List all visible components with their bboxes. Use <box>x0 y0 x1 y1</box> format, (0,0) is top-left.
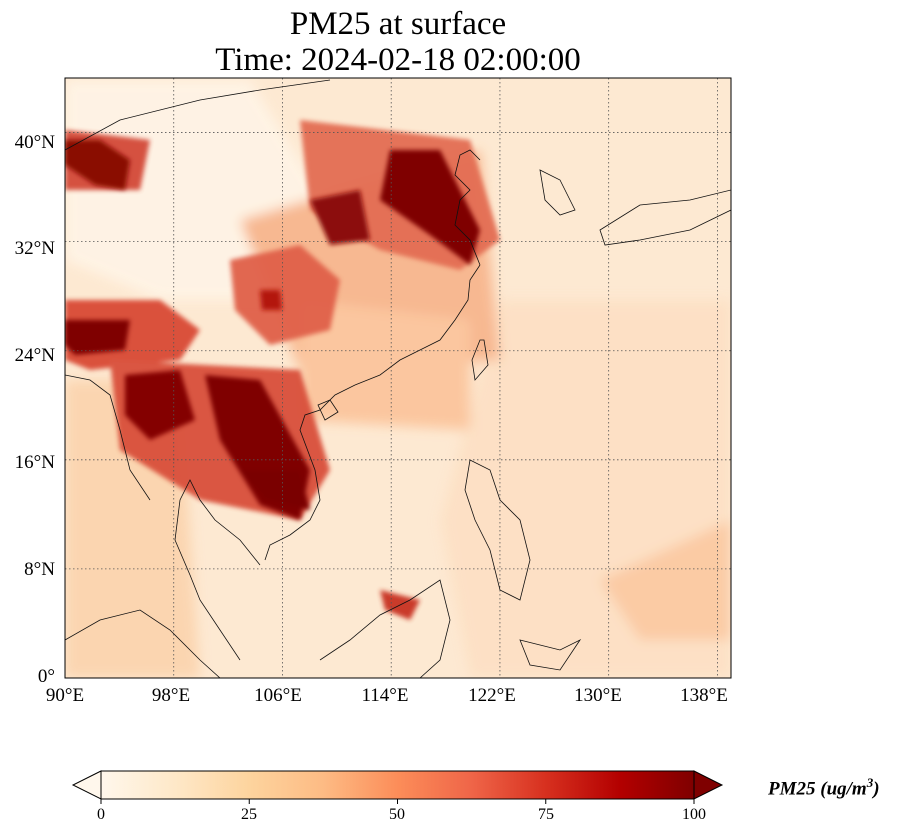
sulawesi <box>519 638 582 671</box>
lat-tick-label: 8°N <box>24 559 55 580</box>
lon-tick-label: 106°E <box>254 685 302 706</box>
colorbar-tick-label: 50 <box>389 806 405 823</box>
colorbar-label: PM25 (ug/m3) <box>768 775 880 800</box>
borneo <box>319 579 451 678</box>
taiwan <box>471 339 489 381</box>
coastal-haze <box>300 300 470 430</box>
gulf-of-thailand-coast <box>174 479 261 661</box>
north-border <box>65 79 331 151</box>
lat-tick-label: 16°N <box>14 452 55 473</box>
colorbar-tick-label: 100 <box>682 806 706 823</box>
colorbar <box>71 770 724 804</box>
gridlines <box>65 78 731 678</box>
concentration-field <box>65 78 731 678</box>
coastlines <box>65 79 731 678</box>
north-china-plain-hotspot <box>380 150 480 265</box>
lon-tick-label: 130°E <box>574 685 622 706</box>
lat-tick-label: 0° <box>37 666 55 687</box>
map-title: PM25 at surface <box>289 6 507 42</box>
sichuan-basin-medium <box>230 245 340 345</box>
tarim-hotspot <box>65 140 130 190</box>
map-timestamp: Time: 2024-02-18 02:00:00 <box>215 42 581 78</box>
myanmar-hotspot <box>125 370 195 440</box>
lon-tick-label: 122°E <box>468 685 516 706</box>
huabei-hotspot <box>310 190 370 245</box>
lon-tick-label: 114°E <box>361 685 409 706</box>
hainan <box>317 399 339 421</box>
shandong-coast <box>454 149 481 266</box>
sumatra <box>65 609 221 678</box>
philippines <box>464 459 531 601</box>
colorbar-gradient <box>101 771 694 799</box>
colorbar-tick-label: 25 <box>241 806 257 823</box>
lat-tick-label: 24°N <box>14 345 55 366</box>
japan <box>599 189 731 246</box>
lat-tick-label: 40°N <box>14 132 55 153</box>
bay-of-bengal-coast <box>65 374 151 501</box>
map-frame <box>64 77 732 679</box>
lat-tick-label: 32°N <box>14 238 55 259</box>
sichuan-spot <box>260 290 282 310</box>
colorbar-extend-max <box>693 770 724 800</box>
bangladesh-hotspot <box>65 320 130 355</box>
china-vietnam-coast <box>264 264 481 561</box>
pacific-plume <box>600 520 731 640</box>
colorbar-extend-min <box>71 770 102 800</box>
lon-tick-label: 98°E <box>151 685 191 706</box>
korea <box>539 169 576 216</box>
lon-tick-label: 138°E <box>680 685 728 706</box>
cambodia-hotspot <box>240 470 310 510</box>
colorbar-tick-label: 0 <box>97 806 105 823</box>
colorbar-tick-label: 75 <box>538 806 554 823</box>
lon-tick-label: 90°E <box>45 685 85 706</box>
